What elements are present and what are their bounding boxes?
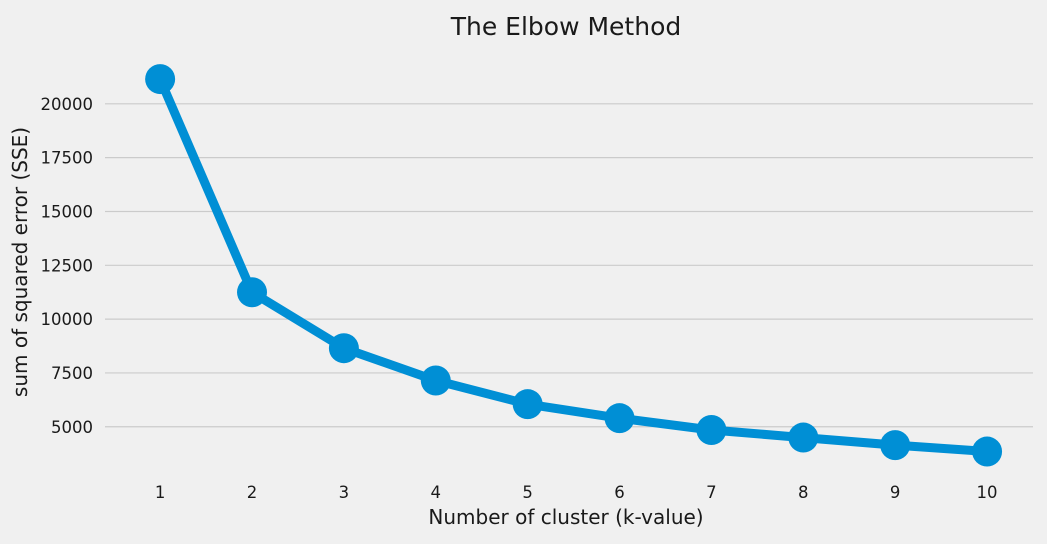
data-point <box>972 436 1003 467</box>
data-point <box>237 277 268 308</box>
grid-lines <box>105 103 1033 428</box>
x-tick-label: 10 <box>977 483 998 502</box>
y-tick-label: 15000 <box>41 202 94 221</box>
x-axis-label: Number of cluster (k-value) <box>428 505 703 529</box>
y-tick-labels: 5000 7500 10000 12500 15000 17500 20000 <box>41 95 94 437</box>
data-point <box>788 422 819 453</box>
x-tick-label: 7 <box>706 483 717 502</box>
x-tick-label: 5 <box>522 483 533 502</box>
series-line <box>155 74 992 456</box>
data-point <box>512 389 543 420</box>
x-tick-label: 1 <box>155 483 166 502</box>
y-tick-label: 7500 <box>51 364 93 383</box>
x-tick-label: 8 <box>798 483 809 502</box>
data-point <box>328 333 359 364</box>
x-tick-label: 9 <box>890 483 901 502</box>
y-axis-label: sum of squared error (SSE) <box>8 127 32 397</box>
x-tick-labels: 1 2 3 4 5 6 7 8 9 10 <box>155 483 998 502</box>
data-point <box>604 403 635 434</box>
x-tick-label: 2 <box>247 483 258 502</box>
x-tick-label: 3 <box>339 483 350 502</box>
data-point <box>696 415 727 446</box>
y-tick-label: 5000 <box>51 418 93 437</box>
y-tick-label: 12500 <box>41 256 94 275</box>
x-tick-label: 6 <box>614 483 625 502</box>
series-layer <box>145 64 1003 467</box>
data-point <box>880 430 911 461</box>
y-tick-label: 17500 <box>41 149 94 168</box>
chart-title: The Elbow Method <box>450 12 682 41</box>
y-tick-label: 20000 <box>41 95 94 114</box>
y-tick-label: 10000 <box>41 310 94 329</box>
data-point <box>145 64 176 95</box>
data-point <box>420 365 451 396</box>
x-tick-label: 4 <box>431 483 442 502</box>
